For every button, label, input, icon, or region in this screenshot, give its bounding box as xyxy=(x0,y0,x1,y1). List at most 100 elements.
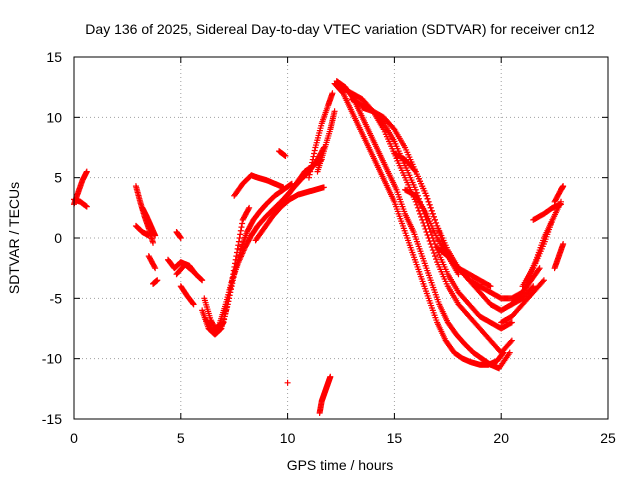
data-point-interp xyxy=(189,300,196,307)
series-track-10 xyxy=(173,228,184,241)
data-point-interp xyxy=(539,278,546,285)
series-track-25 xyxy=(338,84,515,356)
data-point xyxy=(455,271,462,278)
data-point xyxy=(327,373,334,380)
series-track-31 xyxy=(498,277,547,326)
data-point xyxy=(530,283,537,290)
data-point-interp xyxy=(507,320,514,327)
series-track-15 xyxy=(231,172,287,199)
data-point-interp xyxy=(233,249,240,256)
data-point xyxy=(154,277,161,284)
y-tick-labels: -15 -10 -5 0 5 10 15 xyxy=(42,49,62,427)
data-point-interp xyxy=(427,204,434,211)
data-point-interp xyxy=(430,250,437,257)
series-track-18 xyxy=(276,148,289,159)
data-point xyxy=(540,277,547,284)
data-marks xyxy=(71,78,567,416)
data-point xyxy=(536,265,543,272)
data-point-interp xyxy=(311,147,318,154)
series-track-37 xyxy=(551,241,567,272)
data-point-interp xyxy=(237,231,244,238)
data-point xyxy=(423,192,430,199)
data-point xyxy=(282,152,289,159)
data-point xyxy=(412,186,419,193)
data-point-interp xyxy=(426,201,433,208)
data-point-interp xyxy=(431,216,438,223)
data-point xyxy=(560,183,567,190)
data-point xyxy=(320,184,327,191)
data-point-interp xyxy=(535,266,542,273)
data-point xyxy=(190,268,197,275)
data-point xyxy=(508,337,515,344)
data-point-interp xyxy=(309,156,316,163)
data-point xyxy=(487,283,494,290)
series-track-30 xyxy=(434,244,537,314)
data-point xyxy=(177,235,184,241)
series-track-19 xyxy=(305,90,336,181)
data-point-interp xyxy=(151,263,158,270)
x-tick-label: 25 xyxy=(600,430,616,446)
data-point-interp xyxy=(433,219,440,226)
x-tick-labels: 0 5 10 15 20 25 xyxy=(70,430,616,446)
axis-ticks xyxy=(73,56,609,420)
data-point xyxy=(331,108,338,115)
data-point-interp xyxy=(308,162,315,169)
data-point xyxy=(190,301,197,308)
data-point-interp xyxy=(424,195,431,202)
x-axis-label: GPS time / hours xyxy=(287,457,394,473)
data-point-interp xyxy=(433,256,440,263)
data-point xyxy=(152,265,159,272)
data-point-interp xyxy=(197,276,204,283)
data-point-interp xyxy=(436,228,443,235)
x-tick-label: 5 xyxy=(177,430,185,446)
data-point-interp xyxy=(238,224,245,231)
data-point-interp xyxy=(486,282,493,289)
y-tick-label: 15 xyxy=(46,49,62,65)
data-point-interp xyxy=(234,245,241,252)
data-point xyxy=(284,379,291,386)
series-track-5 xyxy=(139,204,159,239)
grid xyxy=(74,57,608,419)
data-point-interp xyxy=(237,227,244,234)
chart-title: Day 136 of 2025, Sidereal Day-to-day VTE… xyxy=(85,21,595,37)
data-point xyxy=(246,204,253,211)
y-tick-label: 0 xyxy=(54,230,62,246)
series-track-23 xyxy=(331,80,507,368)
x-tick-label: 0 xyxy=(70,430,78,446)
data-point-interp xyxy=(431,253,438,260)
x-tick-label: 10 xyxy=(280,430,296,446)
data-point xyxy=(434,222,441,229)
data-point xyxy=(506,349,513,356)
y-tick-label: -15 xyxy=(42,411,62,427)
data-point xyxy=(150,239,157,246)
series-track-35 xyxy=(530,201,565,223)
series-track-7 xyxy=(150,277,161,287)
data-point-interp xyxy=(529,284,536,291)
data-point xyxy=(83,168,90,175)
data-point-interp xyxy=(235,238,242,245)
data-point-interp xyxy=(189,268,196,275)
data-point-interp xyxy=(437,231,444,238)
data-point-interp xyxy=(428,207,435,214)
data-point-interp xyxy=(239,220,246,227)
series-track-2 xyxy=(71,196,90,210)
series-track-9 xyxy=(173,261,197,278)
data-point xyxy=(199,277,206,284)
data-point-interp xyxy=(215,322,222,329)
data-point xyxy=(560,241,567,248)
data-point-interp xyxy=(435,225,442,232)
data-point xyxy=(152,232,159,239)
data-point xyxy=(329,90,336,97)
x-tick-label: 20 xyxy=(493,430,509,446)
series-track-4 xyxy=(132,222,152,239)
series-track-20 xyxy=(314,108,338,175)
y-tick-label: -5 xyxy=(50,290,63,306)
data-point-interp xyxy=(311,150,318,157)
data-point-interp xyxy=(507,338,514,345)
y-tick-label: -10 xyxy=(42,351,62,367)
data-point xyxy=(280,184,287,191)
data-point-interp xyxy=(430,213,437,220)
data-point-interp xyxy=(245,206,252,213)
y-axis-label: SDTVAR / TECUs xyxy=(6,182,22,294)
